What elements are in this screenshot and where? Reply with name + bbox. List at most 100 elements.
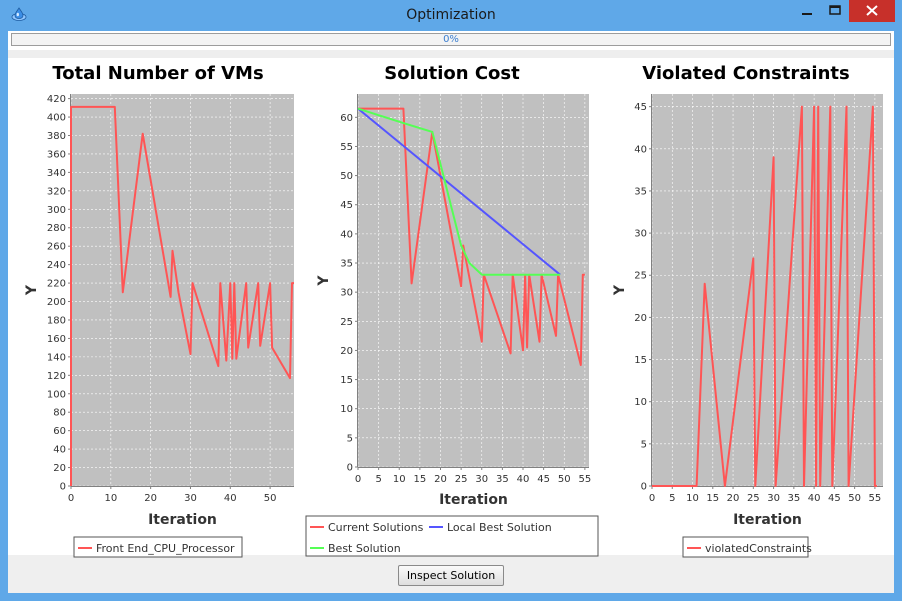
y-tick-label: 320 <box>47 186 66 197</box>
y-tick-label: 20 <box>53 463 66 474</box>
y-tick-label: 220 <box>47 279 66 290</box>
close-icon <box>866 5 878 16</box>
y-tick-label: 280 <box>47 223 66 234</box>
y-axis-label: Y <box>612 284 628 296</box>
chart-total-vms: Total Number of VMs 0 10 20 30 40 50 0 20 40 60 80 1… <box>24 63 294 558</box>
series-line <box>70 105 294 486</box>
legend-box <box>73 536 243 558</box>
y-tick-label: 20 <box>340 346 353 357</box>
y-axis-label: Y <box>316 275 332 287</box>
title-bar[interactable]: Optimization <box>0 0 902 32</box>
y-tick-label: 20 <box>634 313 647 324</box>
x-tick-label: 20 <box>434 474 447 485</box>
y-tick-label: 180 <box>47 315 66 326</box>
y-tick-label: 30 <box>340 288 353 299</box>
x-tick-label: 50 <box>848 493 861 504</box>
y-tick-label: 0 <box>641 482 647 493</box>
close-button[interactable] <box>849 0 895 22</box>
plot-background <box>71 94 294 486</box>
x-tick-label: 40 <box>517 474 530 485</box>
y-tick-label: 35 <box>340 259 353 270</box>
y-tick-label: 25 <box>340 317 353 328</box>
x-tick-label: 30 <box>475 474 488 485</box>
x-tick-label: 45 <box>537 474 550 485</box>
y-tick-label: 40 <box>634 144 647 155</box>
y-tick-label: 380 <box>47 131 66 142</box>
x-tick-label: 10 <box>393 474 406 485</box>
y-tick-label: 35 <box>634 186 647 197</box>
inspect-solution-button[interactable]: Inspect Solution <box>398 565 504 586</box>
x-tick-label: 55 <box>579 474 592 485</box>
legend-label: violatedConstraints <box>705 542 812 555</box>
window-title: Optimization <box>406 7 496 23</box>
y-tick-label: 60 <box>340 113 353 124</box>
legend-label: Local Best Solution <box>447 521 552 534</box>
x-tick-label: 25 <box>455 474 468 485</box>
progress-text: 0% <box>443 34 459 45</box>
maximize-button[interactable] <box>822 0 848 22</box>
chart-title: Total Number of VMs <box>52 63 263 84</box>
legend-label: Best Solution <box>328 542 401 555</box>
series-line <box>357 107 561 276</box>
minimize-icon <box>802 13 812 15</box>
legend-label: Front End_CPU_Processor <box>96 542 235 555</box>
y-tick-label: 10 <box>634 397 647 408</box>
x-tick-label: 10 <box>686 493 699 504</box>
y-tick-label: 400 <box>47 113 66 124</box>
separator <box>8 50 894 58</box>
y-tick-label: 5 <box>641 439 647 450</box>
x-tick-label: 15 <box>414 474 427 485</box>
chart-title: Solution Cost <box>384 63 520 84</box>
x-tick-label: 20 <box>144 493 157 504</box>
y-tick-label: 120 <box>47 371 66 382</box>
legend-label: Current Solutions <box>328 521 424 534</box>
y-tick-label: 340 <box>47 168 66 179</box>
x-tick-label: 5 <box>375 474 381 485</box>
x-tick-label: 25 <box>747 493 760 504</box>
x-tick-label: 5 <box>669 493 675 504</box>
y-tick-label: 40 <box>53 445 66 456</box>
y-tick-label: 10 <box>340 404 353 415</box>
x-tick-label: 30 <box>767 493 780 504</box>
legend-box <box>305 515 599 557</box>
series-line <box>357 107 561 276</box>
x-axis-label: Iteration <box>148 512 217 528</box>
y-tick-label: 45 <box>340 200 353 211</box>
y-tick-label: 55 <box>340 142 353 153</box>
app-droplet-icon <box>11 7 27 21</box>
y-tick-label: 240 <box>47 260 66 271</box>
x-tick-label: 50 <box>264 493 277 504</box>
plot-background <box>358 94 589 467</box>
x-tick-label: 55 <box>869 493 882 504</box>
y-tick-label: 200 <box>47 297 66 308</box>
x-tick-label: 50 <box>558 474 571 485</box>
y-tick-label: 15 <box>634 355 647 366</box>
x-tick-label: 10 <box>104 493 117 504</box>
x-tick-label: 20 <box>727 493 740 504</box>
chart-solution-cost: Solution Cost 0 5 10 15 20 25 30 35 40 45 50 55 0 5 10 1… <box>305 63 599 557</box>
y-tick-label: 140 <box>47 352 66 363</box>
y-tick-label: 50 <box>340 171 353 182</box>
series-line <box>652 105 877 487</box>
minimize-button[interactable] <box>793 0 821 22</box>
y-tick-label: 420 <box>47 94 66 105</box>
x-tick-label: 0 <box>68 493 74 504</box>
progress-bar: 0% <box>11 33 891 46</box>
y-tick-label: 5 <box>347 433 353 444</box>
x-tick-label: 35 <box>496 474 509 485</box>
y-tick-label: 40 <box>340 229 353 240</box>
x-tick-label: 15 <box>706 493 719 504</box>
x-tick-label: 0 <box>355 474 361 485</box>
y-tick-label: 160 <box>47 334 66 345</box>
x-tick-label: 35 <box>787 493 800 504</box>
y-tick-label: 80 <box>53 408 66 419</box>
x-axis-label: Iteration <box>733 512 802 528</box>
y-tick-label: 360 <box>47 149 66 160</box>
maximize-icon <box>829 5 841 15</box>
y-axis-label: Y <box>24 284 40 296</box>
x-tick-label: 40 <box>808 493 821 504</box>
y-tick-label: 0 <box>60 482 66 493</box>
